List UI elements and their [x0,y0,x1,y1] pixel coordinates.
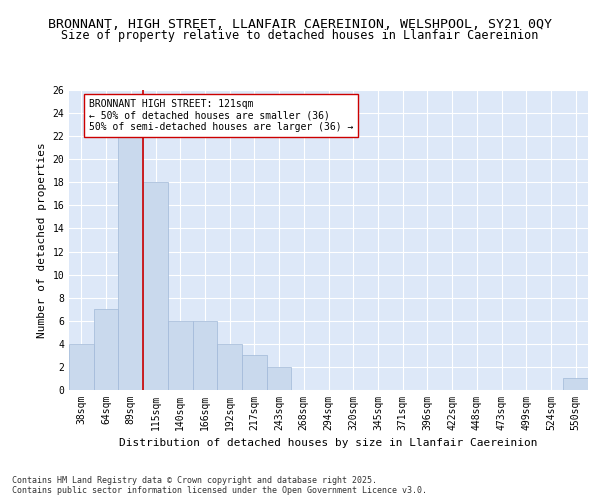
Text: Contains HM Land Registry data © Crown copyright and database right 2025.
Contai: Contains HM Land Registry data © Crown c… [12,476,427,495]
Bar [168,321,193,390]
Bar [69,344,94,390]
Bar [143,182,168,390]
Bar [242,356,267,390]
Text: BRONNANT HIGH STREET: 121sqm
← 50% of detached houses are smaller (36)
50% of se: BRONNANT HIGH STREET: 121sqm ← 50% of de… [89,99,353,132]
X-axis label: Distribution of detached houses by size in Llanfair Caereinion: Distribution of detached houses by size … [119,438,538,448]
Bar [217,344,242,390]
Bar [267,367,292,390]
Bar [193,321,217,390]
Text: BRONNANT, HIGH STREET, LLANFAIR CAEREINION, WELSHPOOL, SY21 0QY: BRONNANT, HIGH STREET, LLANFAIR CAEREINI… [48,18,552,30]
Bar [94,309,118,390]
Text: Size of property relative to detached houses in Llanfair Caereinion: Size of property relative to detached ho… [61,29,539,42]
Y-axis label: Number of detached properties: Number of detached properties [37,142,47,338]
Bar [563,378,588,390]
Bar [118,136,143,390]
